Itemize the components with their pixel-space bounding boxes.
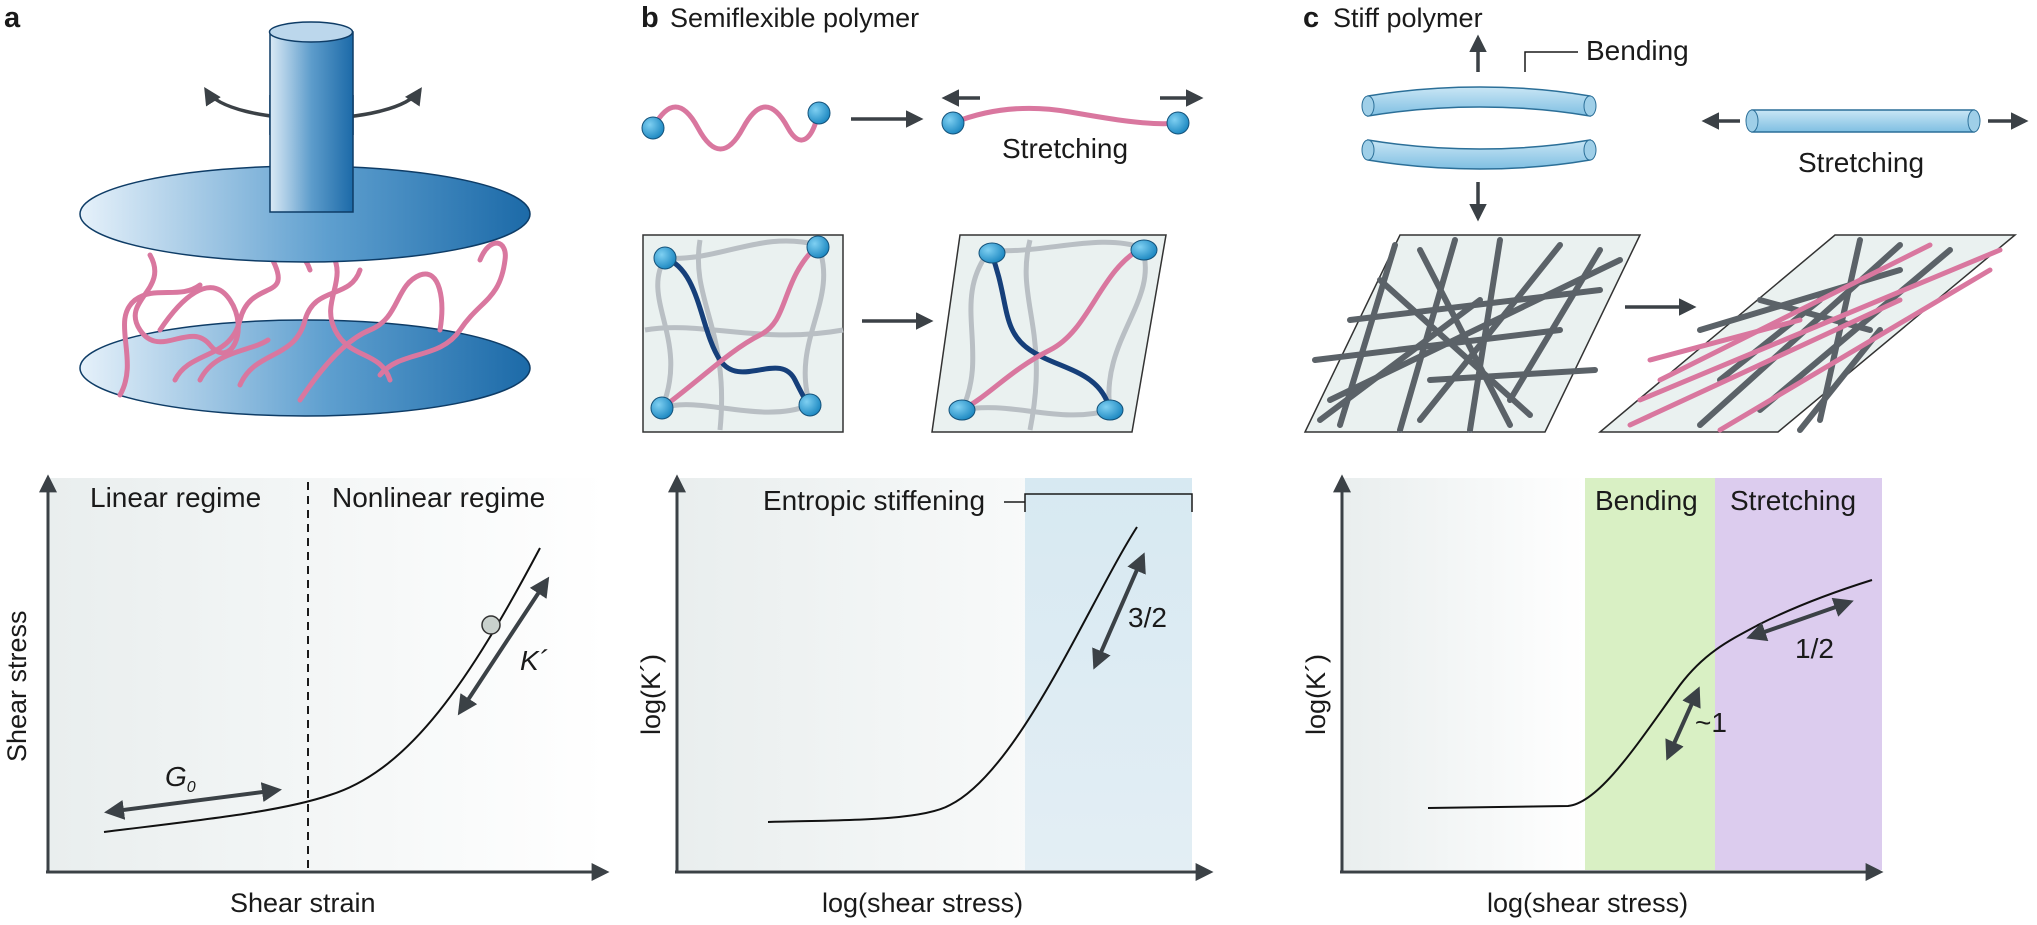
k-prime-label: K´ xyxy=(520,645,548,676)
bending-region xyxy=(1585,478,1715,870)
slope-half-arrow xyxy=(1746,597,1854,642)
slope-3-2-label: 3/2 xyxy=(1128,602,1167,633)
semiflexible-network-undeformed xyxy=(642,234,844,433)
stretched-chain xyxy=(952,105,1179,127)
plot-c: Bending Stretching ~1 1/2 log(K´) log(sh… xyxy=(1301,474,1884,918)
slope-half-label: 1/2 xyxy=(1795,633,1834,664)
plot-b-y-label: log(K´) xyxy=(636,654,666,735)
linear-regime-label: Linear regime xyxy=(90,482,261,513)
rheometer-illustration xyxy=(79,21,531,417)
polymer-strands xyxy=(117,240,508,403)
chain-end-bead-right xyxy=(807,101,831,125)
stiff-network-sheared xyxy=(1597,234,2018,433)
bent-rod-bottom xyxy=(1367,139,1591,170)
semiflexible-network-sheared xyxy=(931,234,1167,433)
rod-bending-illustration: Bending xyxy=(1361,34,1689,222)
bending-region-label: Bending xyxy=(1595,485,1698,516)
slope-3-2-arrow xyxy=(1092,552,1146,670)
stretching-region-label: Stretching xyxy=(1730,485,1856,516)
panel-a: a xyxy=(2,2,610,918)
plot-c-x-label: log(shear stress) xyxy=(1487,888,1688,918)
panel-c-title: Stiff polymer xyxy=(1333,3,1483,33)
panel-b-title: Semiflexible polymer xyxy=(670,3,919,33)
g0-label: G0 xyxy=(165,761,196,796)
chain-end-bead-left xyxy=(641,116,665,140)
stretched-bead-left xyxy=(941,111,965,135)
plot-c-background xyxy=(1342,478,1585,870)
panel-b-letter: b xyxy=(641,2,659,34)
rod-stretching-illustration: Stretching xyxy=(1701,109,2029,178)
plot-c-y-label: log(K´) xyxy=(1301,654,1331,735)
g0-arrow xyxy=(104,782,282,820)
chain-stretch-illustration: Stretching xyxy=(641,89,1204,164)
plot-a-y-label: Shear stress xyxy=(2,610,32,762)
wiggly-chain xyxy=(650,104,821,152)
bending-top-label: Bending xyxy=(1586,35,1689,66)
entropic-stiffening-label: Entropic stiffening xyxy=(763,485,985,516)
plot-b-x-label: log(shear stress) xyxy=(822,888,1023,918)
shaft-top xyxy=(268,21,354,43)
straight-rod xyxy=(1751,109,1975,133)
panel-b: b Semiflexible polymer Stretching xyxy=(636,2,1214,918)
panel-c-letter: c xyxy=(1303,2,1319,34)
tangent-point xyxy=(481,615,501,635)
plot-b: Entropic stiffening 3/2 log(K´) log(shea… xyxy=(636,474,1214,918)
stiffening-bracket xyxy=(1024,493,1193,512)
slope-1-arrow xyxy=(1665,686,1701,761)
bending-leader xyxy=(1524,51,1578,72)
chain-stretching-label: Stretching xyxy=(1002,133,1128,164)
panel-a-letter: a xyxy=(4,2,21,34)
plot-a-x-label: Shear strain xyxy=(230,888,376,918)
slope-1-label: ~1 xyxy=(1695,707,1727,738)
nonlinear-regime-label: Nonlinear regime xyxy=(332,482,545,513)
bent-rod-top xyxy=(1367,86,1591,117)
stretched-bead-right xyxy=(1166,111,1190,135)
stiff-network-box-sheared xyxy=(1597,234,2018,433)
bottom-plate xyxy=(79,319,531,417)
plot-a: Linear regime Nonlinear regime G0 K´ She… xyxy=(2,474,610,918)
rod-stretching-label: Stretching xyxy=(1798,147,1924,178)
stretching-region xyxy=(1715,478,1882,870)
k-prime-arrow xyxy=(457,576,550,716)
shaft-overlap xyxy=(270,95,353,135)
entropic-stiffening-region xyxy=(1025,478,1192,870)
panel-c: c Stiff polymer Bending Stretching xyxy=(1301,2,2029,918)
stiff-network-undeformed xyxy=(1303,234,1642,433)
